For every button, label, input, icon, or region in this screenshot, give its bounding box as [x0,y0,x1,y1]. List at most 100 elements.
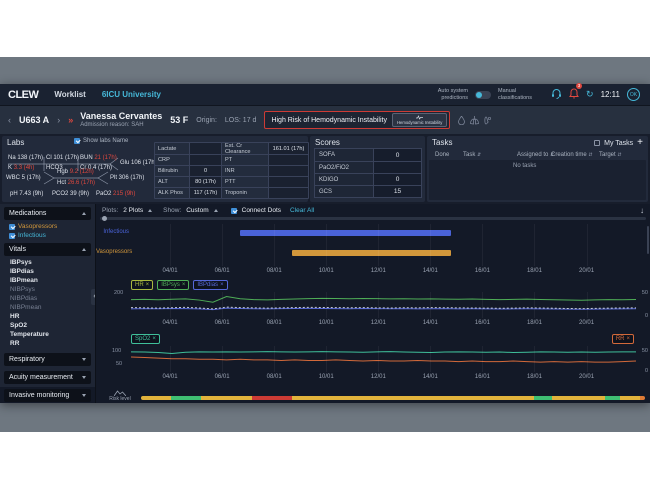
admission-reason: Admission reason: SAH [80,121,144,128]
tasks-col-assigned[interactable]: Assigned to ⇵ [517,152,555,158]
download-icon[interactable]: ↓ [640,206,644,215]
tasks-col-task[interactable]: Task ⇵ [463,152,482,158]
sidebar-collapse-handle[interactable]: ‹ [91,289,98,305]
oxygenation-line-chart: SpO2 × RR × 100 50 50 0 04/01 06/01 08/01 10/… [96,332,650,388]
next-patient-icon[interactable]: › [57,115,61,125]
chip-close-icon[interactable]: × [220,282,224,288]
lab-cl: Cl 101 (17h) [46,155,80,161]
tasks-col-creation[interactable]: Creation time ⇵ [551,152,593,158]
infectious-bar[interactable] [240,230,452,236]
lab-wbc: WBC 5 (17h) [6,175,41,181]
nav-worklist[interactable]: Worklist [54,90,86,99]
series-chip-spo2[interactable]: SpO2 × [131,334,160,344]
vital-item[interactable]: Temperature [10,331,49,338]
chip-close-icon[interactable]: × [626,336,630,342]
my-tasks-checkbox[interactable] [594,140,601,146]
vital-item[interactable]: IBPsys [10,259,32,266]
lab-pco2: PCO2 39 (9h) [52,191,90,197]
risk-level-strip[interactable] [141,396,645,400]
vital-item[interactable]: NIBPdias [10,295,38,302]
vital-item[interactable]: IBPdias [10,268,34,275]
sidebar-section-collapsed[interactable]: Respiratory [4,353,91,366]
plots-label: Plots: [102,207,119,214]
refresh-icon[interactable]: ↻ [586,89,594,99]
main-area: Medications Vasopressors Infectious Vita… [0,204,650,403]
patient-name: Vanessa Cervantes [80,110,163,121]
clew-logo: CLEW [8,88,39,101]
clear-all-link[interactable]: Clear All [290,207,315,214]
no-tasks-text: No tasks [513,163,537,169]
lab-k: K 3.3 (4h) [8,165,35,171]
tasks-panel: Tasks My Tasks + Done Task ⇵ Assigned to… [427,136,648,202]
oxy-plot-area[interactable] [131,346,636,372]
prev-patient-icon[interactable]: ‹ [8,115,11,125]
med-plot-area[interactable] [131,224,636,266]
med-row-label-vasopressors[interactable]: Vasopressors [96,249,133,255]
risk-banner-text: High Risk of Hemodynamic Instability [271,116,387,124]
connect-dots-checkbox[interactable] [230,207,237,214]
tasks-col-done[interactable]: Done [435,152,450,158]
caret-up-icon[interactable] [148,209,153,212]
timeline-range-slider[interactable] [100,216,646,221]
plots-count-dropdown[interactable]: 2 Plots [123,207,144,214]
series-chip[interactable]: IBPdias × [193,280,228,290]
sidebar-section-collapsed[interactable]: Invasive monitoring [4,389,91,402]
show-labs-checkbox[interactable]: Show labs Name [74,138,128,144]
predictions-toggle[interactable] [475,90,492,99]
checkbox-icon[interactable] [9,232,15,239]
y-axis-label-50: 50 [116,361,123,367]
sidebar-section-vitals[interactable]: Vitals [4,243,91,256]
checkbox-icon[interactable] [9,223,15,230]
expand-patient-icon[interactable]: » [68,115,73,125]
medications-label: Medications [9,210,47,217]
lab-hgb: Hgb 9.2 (12h) [57,169,94,175]
sidebar-section-medications[interactable]: Medications [4,207,91,220]
scores-panel: Scores SOFA 0 PaO2/FiO2 KDIGO 0 GCS 15 [310,136,425,202]
medication-filter-item[interactable]: Infectious [0,231,95,240]
chip-close-icon[interactable]: × [152,336,156,342]
vital-item[interactable]: HR [10,313,20,320]
tasks-col-target[interactable]: Target ⇵ [599,152,622,158]
support-headset-icon[interactable] [551,86,562,104]
slider-knob[interactable] [102,216,107,221]
vital-item[interactable]: NIBPsys [10,286,35,293]
vasopressors-bar[interactable] [292,250,452,256]
vital-item[interactable]: SpO2 [10,322,27,329]
vitals-plot-area[interactable] [131,292,636,318]
medications-list: Vasopressors Infectious [0,222,95,240]
lab-table-row: Est. Cr Clearance 161.01 (17h) [222,143,308,155]
lungs-icon[interactable] [470,115,480,125]
series-chip[interactable]: IBPsys × [157,280,190,290]
vital-item[interactable]: RR [10,340,20,347]
caret-up-icon[interactable] [213,209,218,212]
chip-close-icon[interactable]: × [181,282,186,288]
pane-scrollbar[interactable] [647,226,649,254]
notifications-bell-icon[interactable]: 3 [569,82,583,104]
app-window: CLEW Worklist 6ICU University Auto syste… [0,82,650,403]
medication-filter-item[interactable]: Vasopressors [0,222,95,231]
vital-item[interactable]: NIBPmean [10,304,42,311]
series-chip[interactable]: HR × [131,280,154,290]
nav-unit[interactable]: 6ICU University [101,90,161,99]
lab-table-row: CRP [155,154,221,165]
y-axis-label-100: 100 [112,348,122,354]
med-row-label-infectious[interactable]: Infectious [103,229,129,235]
kidney-icon[interactable] [484,116,492,125]
series-chip-rr[interactable]: RR × [611,334,634,344]
vitals-line-chart: HR × IBPsys × IBPdias × 200 50 0 04/01 06/01 08… [96,278,650,332]
vital-item[interactable]: IBPmean [10,277,38,284]
plots-toolbar: Plots: 2 Plots Show: Custom Connect Dots… [96,204,650,217]
sidebar-section-collapsed[interactable]: Acuity measurement [4,371,91,384]
y-axis-label-right-top: 50 [641,290,648,296]
checkbox-icon[interactable] [74,138,80,144]
add-task-button[interactable]: + [637,137,643,148]
mountain-icon [114,390,126,396]
show-dropdown[interactable]: Custom [186,207,209,214]
chip-close-icon[interactable]: × [145,282,150,288]
user-avatar[interactable]: OK [627,88,640,101]
lab-table-row: ALT 80 (17h) [155,176,221,187]
vitals-chips: HR × IBPsys × IBPdias × [131,280,228,290]
droplet-icon[interactable] [458,115,466,125]
hemodynamic-instability-button[interactable]: Hemodynamic Instability [391,113,448,127]
lab-table-row: Lactate [155,143,221,154]
